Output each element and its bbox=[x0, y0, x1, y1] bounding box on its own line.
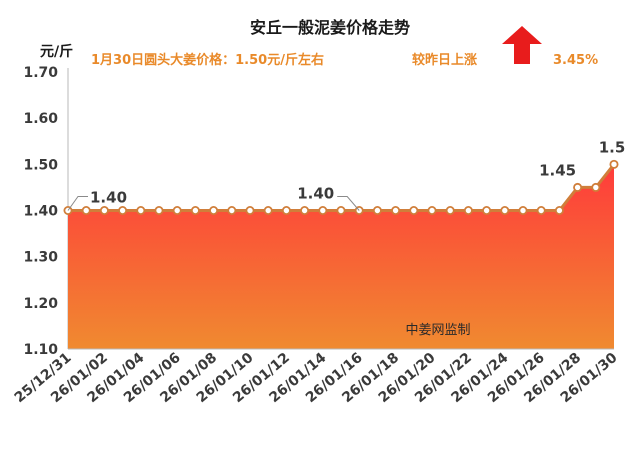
y-tick-label: 1.40 bbox=[23, 204, 58, 220]
data-point bbox=[190, 205, 200, 215]
y-tick-label: 1.30 bbox=[23, 250, 58, 266]
y-tick-label: 1.20 bbox=[23, 296, 58, 312]
data-point bbox=[427, 205, 437, 215]
data-point bbox=[227, 205, 237, 215]
y-tick-label: 1.60 bbox=[23, 111, 58, 127]
data-point bbox=[609, 159, 619, 169]
data-labels: 1.40 1.40 1.45 1.5 bbox=[67, 138, 626, 211]
area-fill bbox=[68, 164, 614, 349]
data-point bbox=[445, 205, 455, 215]
data-point bbox=[118, 205, 128, 215]
data-point bbox=[372, 205, 382, 215]
watermark: 中姜网监制 bbox=[405, 323, 470, 338]
data-point bbox=[154, 205, 164, 215]
x-axis: 25/12/3126/01/0226/01/0426/01/0626/01/08… bbox=[12, 350, 621, 407]
data-point bbox=[318, 205, 328, 215]
data-label-leader bbox=[337, 196, 360, 211]
data-point bbox=[500, 205, 510, 215]
data-point bbox=[300, 205, 310, 215]
series-line bbox=[68, 163, 616, 212]
data-point bbox=[81, 205, 91, 215]
data-point bbox=[336, 205, 346, 215]
up-arrow-icon bbox=[502, 26, 542, 64]
data-label: 1.40 bbox=[297, 185, 334, 203]
data-point bbox=[463, 205, 473, 215]
data-points bbox=[63, 159, 619, 215]
y-axis-unit-label: 元/斤 bbox=[40, 43, 73, 60]
data-point bbox=[245, 205, 255, 215]
data-label: 1.5 bbox=[599, 138, 626, 156]
data-label: 1.45 bbox=[539, 161, 576, 179]
data-point bbox=[99, 205, 109, 215]
price-subtitle: 1月30日圆头大姜价格：1.50元/斤左右 bbox=[91, 52, 324, 68]
data-point bbox=[518, 205, 528, 215]
data-point bbox=[554, 205, 564, 215]
y-tick-label: 1.10 bbox=[23, 342, 58, 358]
data-point bbox=[172, 205, 182, 215]
chart-title: 安丘一般泥姜价格走势 bbox=[250, 18, 410, 37]
y-axis: 1.10 1.20 1.30 1.40 1.50 1.60 1.70 bbox=[23, 65, 69, 358]
y-tick-label: 1.50 bbox=[23, 157, 58, 173]
data-point bbox=[136, 205, 146, 215]
data-point bbox=[536, 205, 546, 215]
change-label: 较昨日上涨 bbox=[412, 52, 477, 68]
y-tick-label: 1.70 bbox=[23, 65, 58, 81]
data-label-leader bbox=[67, 196, 88, 211]
data-point bbox=[591, 182, 601, 192]
data-label: 1.40 bbox=[90, 189, 127, 207]
area-fill-layer bbox=[68, 164, 614, 349]
data-point bbox=[573, 182, 583, 192]
data-point bbox=[281, 205, 291, 215]
data-point bbox=[209, 205, 219, 215]
data-point bbox=[482, 205, 492, 215]
data-point bbox=[391, 205, 401, 215]
change-percent: 3.45% bbox=[553, 53, 598, 68]
data-point bbox=[409, 205, 419, 215]
data-point bbox=[263, 205, 273, 215]
